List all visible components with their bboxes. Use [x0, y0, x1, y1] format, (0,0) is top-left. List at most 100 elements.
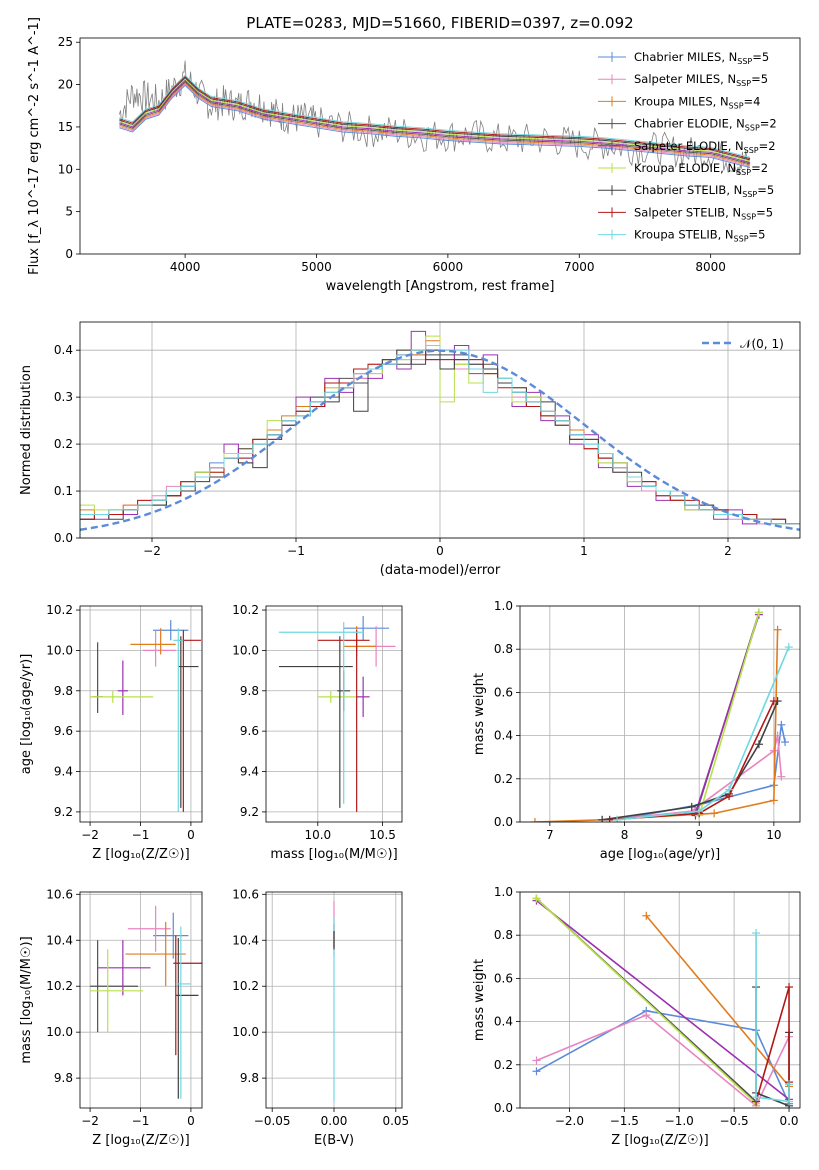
mass-weight-line	[616, 646, 790, 821]
plot-area-residuals	[80, 330, 800, 538]
plus-marker	[769, 796, 778, 805]
errorbar-point	[90, 940, 138, 1033]
y-tick-label: 9.8	[54, 1071, 73, 1085]
y-tick-label: 9.8	[54, 684, 73, 698]
plus-marker	[785, 983, 794, 992]
y-tick-label: 0.8	[494, 642, 513, 656]
x-tick-label: −1	[132, 1114, 150, 1128]
axes-frame	[265, 605, 403, 823]
x-axis-label: Z [log₁₀(Z/Z☉)]	[92, 847, 189, 862]
errorbar-point	[173, 628, 184, 812]
legend-entry-label: Chabrier STELIB, N	[634, 183, 742, 197]
legend-entry: Kroupa ELODIE, NSSP=2	[634, 161, 768, 177]
y-tick-label: 0.0	[494, 1101, 513, 1115]
y-tick-label: 10.2	[232, 979, 259, 993]
y-tick-label: 0.0	[54, 531, 73, 545]
legend-entry-tail: =2	[760, 117, 777, 131]
legend-entry-tail: =2	[759, 139, 776, 153]
mass-weight-line	[536, 1014, 790, 1108]
legend-entry-sub: SSP	[745, 124, 760, 133]
y-tick-label: 9.6	[240, 724, 259, 738]
legend-entry-sub: SSP	[737, 57, 752, 66]
axes-mass_vs_Z: −2 −1 0 9.8 10.0 10.2 10.4 10.6 Z [log₁₀(Z/Z☉)] m…	[19, 887, 203, 1148]
errorbar-point	[90, 949, 144, 1033]
axes-frame	[79, 37, 801, 255]
y-tick-label: 9.4	[240, 765, 259, 779]
normal-curve	[80, 349, 800, 531]
legend-entry-tail: =5	[757, 183, 774, 197]
axes-spectrum: 4000 5000 6000 7000 8000 0 5 10 15 20 25 wavelength…	[27, 17, 801, 294]
legend-entry-sub: SSP	[742, 190, 757, 199]
mass-weight-line	[698, 612, 760, 816]
legend-entry: Kroupa MILES, NSSP=4	[634, 94, 760, 110]
legend-entry-label: Chabrier ELODIE, N	[634, 117, 745, 131]
x-tick-label: 0.0	[779, 1114, 798, 1128]
y-tick-label: 9.8	[240, 684, 259, 698]
y-tick-label: 0.2	[494, 1058, 513, 1072]
errorbar-point	[92, 642, 103, 713]
y-tick-label: 0.8	[494, 928, 513, 942]
y-tick-label: 9.2	[240, 805, 259, 819]
y-tick-label: 1.0	[494, 599, 513, 613]
y-tick-label: 10	[58, 162, 73, 176]
y-tick-label: 5	[65, 205, 73, 219]
mass-weight-line	[616, 724, 786, 821]
axes-age_vs_mass: 10.0 10.5 9.2 9.4 9.6 9.8 10.0 10.2 mass [log₁₀(…	[232, 603, 403, 862]
spectrum-model-line	[119, 84, 751, 169]
errorbar-point	[343, 616, 390, 641]
y-tick-label: 9.4	[54, 765, 73, 779]
plus-marker	[530, 818, 539, 822]
x-tick-label: 4000	[170, 260, 201, 274]
y-tick-label: 9.2	[54, 805, 73, 819]
y-tick-label: 10.2	[46, 603, 73, 617]
y-tick-label: 0.4	[494, 729, 513, 743]
y-axis-label: age [log₁₀(age/yr)]	[19, 654, 34, 775]
errorbar-point	[117, 660, 128, 716]
legend-entry-tail: =5	[751, 72, 768, 86]
x-tick-label: −2.0	[555, 1114, 584, 1128]
figure-title: PLATE=0283, MJD=51660, FIBERID=0397, z=0…	[246, 14, 633, 32]
y-tick-label: 9.8	[240, 1071, 259, 1085]
plus-marker	[532, 1056, 541, 1065]
x-axis-label: E(B-V)	[314, 1133, 354, 1148]
legend-entry: Chabrier ELODIE, NSSP=2	[634, 117, 777, 133]
legend-entry-sub: SSP	[729, 101, 744, 110]
legend-entry-sub: SSP	[734, 235, 749, 244]
spectrum-model-line	[119, 83, 751, 167]
legend-entry-tail: =5	[756, 205, 773, 219]
x-tick-label: 8	[621, 828, 629, 842]
plus-marker	[769, 697, 778, 706]
plot-area-age_vs_Z	[90, 620, 201, 812]
y-tick-label: 0.3	[54, 390, 73, 404]
y-tick-label: 20	[58, 78, 73, 92]
y-tick-label: 15	[58, 120, 73, 134]
errorbar-point	[97, 940, 151, 996]
legend-entry-label: Kroupa STELIB, N	[634, 228, 734, 242]
axes-frame	[79, 605, 203, 823]
x-tick-label: −2	[143, 544, 161, 558]
y-axis-label: Flux [f_λ 10^-17 erg cm^-2 s^-1 A^-1]	[27, 17, 42, 275]
axes-massweight_vs_Z: −2.0 −1.5 −1.0 −0.5 0.0 0.0 0.2 0.4 0.6 0.8 1.0 Z […	[472, 885, 801, 1148]
y-tick-label: 0.2	[494, 772, 513, 786]
legend-entry: Salpeter ELODIE, NSSP=2	[634, 139, 776, 155]
legend-entry-sub: SSP	[736, 79, 751, 88]
errorbar-point	[356, 676, 370, 718]
legend-entry: Salpeter MILES, NSSP=5	[634, 72, 768, 88]
y-tick-label: 10.0	[46, 1025, 73, 1039]
y-tick-label: 9.6	[54, 724, 73, 738]
x-tick-label: 10.5	[369, 828, 396, 842]
legend-entry-label: Kroupa ELODIE, N	[634, 161, 736, 175]
legend-entry-label: Salpeter ELODIE, N	[634, 139, 744, 153]
errorbar-point	[178, 630, 201, 812]
errorbar-point	[317, 690, 357, 703]
legend-entry-sub: SSP	[736, 168, 751, 177]
y-tick-label: 10.6	[232, 887, 259, 901]
mass-weight-line	[535, 900, 790, 1100]
x-tick-label: 0.05	[382, 1114, 409, 1128]
y-axis-label: mass weight	[472, 673, 487, 755]
errorbar-point	[173, 935, 202, 1056]
x-tick-label: 0.00	[321, 1114, 348, 1128]
x-tick-label: 8000	[695, 260, 726, 274]
x-tick-label: 10	[766, 828, 781, 842]
mass-weight-line	[535, 897, 757, 1105]
